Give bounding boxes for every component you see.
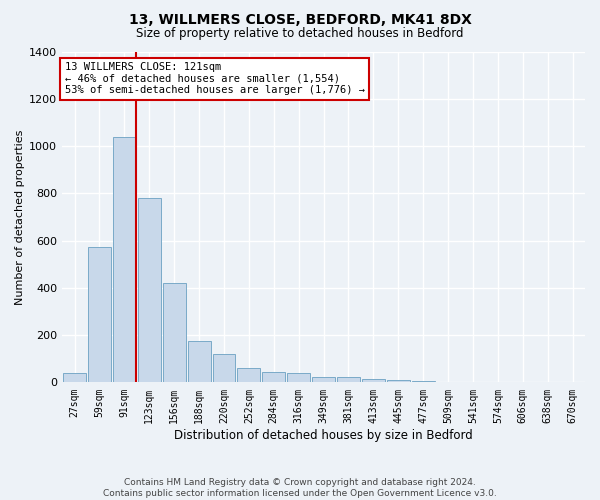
- Bar: [337, 377, 360, 382]
- Bar: [138, 198, 161, 382]
- Bar: [312, 377, 335, 382]
- Bar: [63, 373, 86, 382]
- Bar: [238, 368, 260, 382]
- Text: 13 WILLMERS CLOSE: 121sqm
← 46% of detached houses are smaller (1,554)
53% of se: 13 WILLMERS CLOSE: 121sqm ← 46% of detac…: [65, 62, 365, 96]
- Bar: [387, 380, 410, 382]
- Bar: [88, 246, 111, 382]
- Bar: [212, 354, 235, 382]
- Bar: [163, 283, 185, 382]
- Bar: [262, 372, 285, 382]
- Bar: [188, 341, 211, 382]
- Bar: [287, 373, 310, 382]
- Text: Size of property relative to detached houses in Bedford: Size of property relative to detached ho…: [136, 28, 464, 40]
- Bar: [362, 379, 385, 382]
- Bar: [113, 136, 136, 382]
- Y-axis label: Number of detached properties: Number of detached properties: [15, 130, 25, 304]
- Text: 13, WILLMERS CLOSE, BEDFORD, MK41 8DX: 13, WILLMERS CLOSE, BEDFORD, MK41 8DX: [128, 12, 472, 26]
- Text: Contains HM Land Registry data © Crown copyright and database right 2024.
Contai: Contains HM Land Registry data © Crown c…: [103, 478, 497, 498]
- X-axis label: Distribution of detached houses by size in Bedford: Distribution of detached houses by size …: [174, 430, 473, 442]
